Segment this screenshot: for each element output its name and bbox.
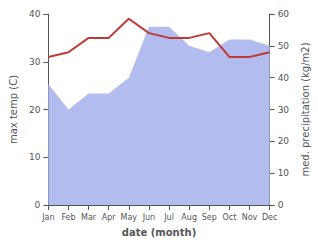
svg-text:May: May — [121, 213, 138, 222]
svg-text:30: 30 — [278, 105, 290, 115]
svg-text:Jul: Jul — [163, 213, 174, 222]
svg-text:0: 0 — [35, 200, 41, 210]
svg-text:max temp (C): max temp (C) — [8, 75, 19, 144]
svg-text:10: 10 — [29, 152, 41, 162]
svg-text:med. precipitation (kg/m2): med. precipitation (kg/m2) — [300, 42, 311, 176]
svg-text:Aug: Aug — [181, 213, 197, 222]
svg-text:Jan: Jan — [41, 213, 54, 222]
svg-text:40: 40 — [29, 9, 41, 19]
svg-text:0: 0 — [278, 200, 284, 210]
svg-text:50: 50 — [278, 41, 290, 51]
svg-text:date (month): date (month) — [122, 227, 196, 238]
svg-text:Oct: Oct — [222, 213, 236, 222]
svg-text:20: 20 — [29, 105, 41, 115]
svg-text:Feb: Feb — [61, 213, 75, 222]
svg-text:Jun: Jun — [142, 213, 156, 222]
svg-text:10: 10 — [278, 168, 290, 178]
svg-text:Apr: Apr — [102, 213, 117, 222]
svg-text:Sep: Sep — [202, 213, 217, 222]
svg-text:Mar: Mar — [81, 213, 97, 222]
svg-text:60: 60 — [278, 9, 290, 19]
svg-text:Nov: Nov — [242, 213, 258, 222]
svg-text:30: 30 — [29, 57, 41, 67]
svg-text:40: 40 — [278, 73, 290, 83]
svg-text:20: 20 — [278, 136, 290, 146]
svg-text:Dec: Dec — [262, 213, 277, 222]
